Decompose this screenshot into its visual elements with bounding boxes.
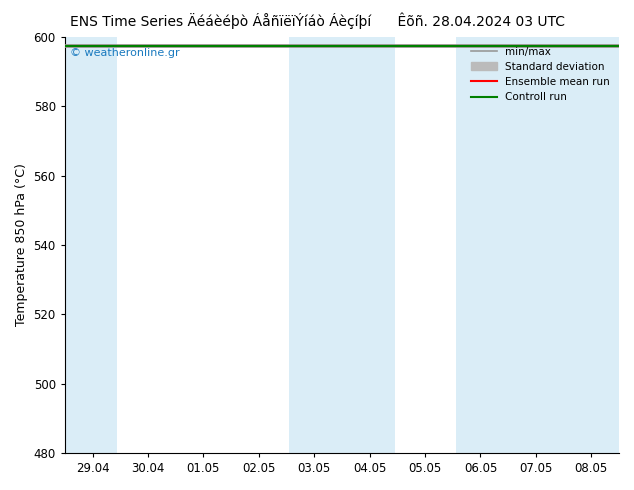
Text: © weatheronline.gr: © weatheronline.gr	[70, 48, 180, 57]
Bar	[455, 37, 619, 453]
Bar	[289, 37, 394, 453]
Legend: min/max, Standard deviation, Ensemble mean run, Controll run: min/max, Standard deviation, Ensemble me…	[467, 42, 614, 106]
Bar	[65, 37, 117, 453]
Y-axis label: Temperature 850 hPa (°C): Temperature 850 hPa (°C)	[15, 164, 28, 326]
Text: ENS Time Series Äéáèéþò ÁåñïëïÝíáò Áèçíþí      Êõñ. 28.04.2024 03 UTC: ENS Time Series Äéáèéþò ÁåñïëïÝíáò Áèçíþ…	[70, 12, 564, 29]
